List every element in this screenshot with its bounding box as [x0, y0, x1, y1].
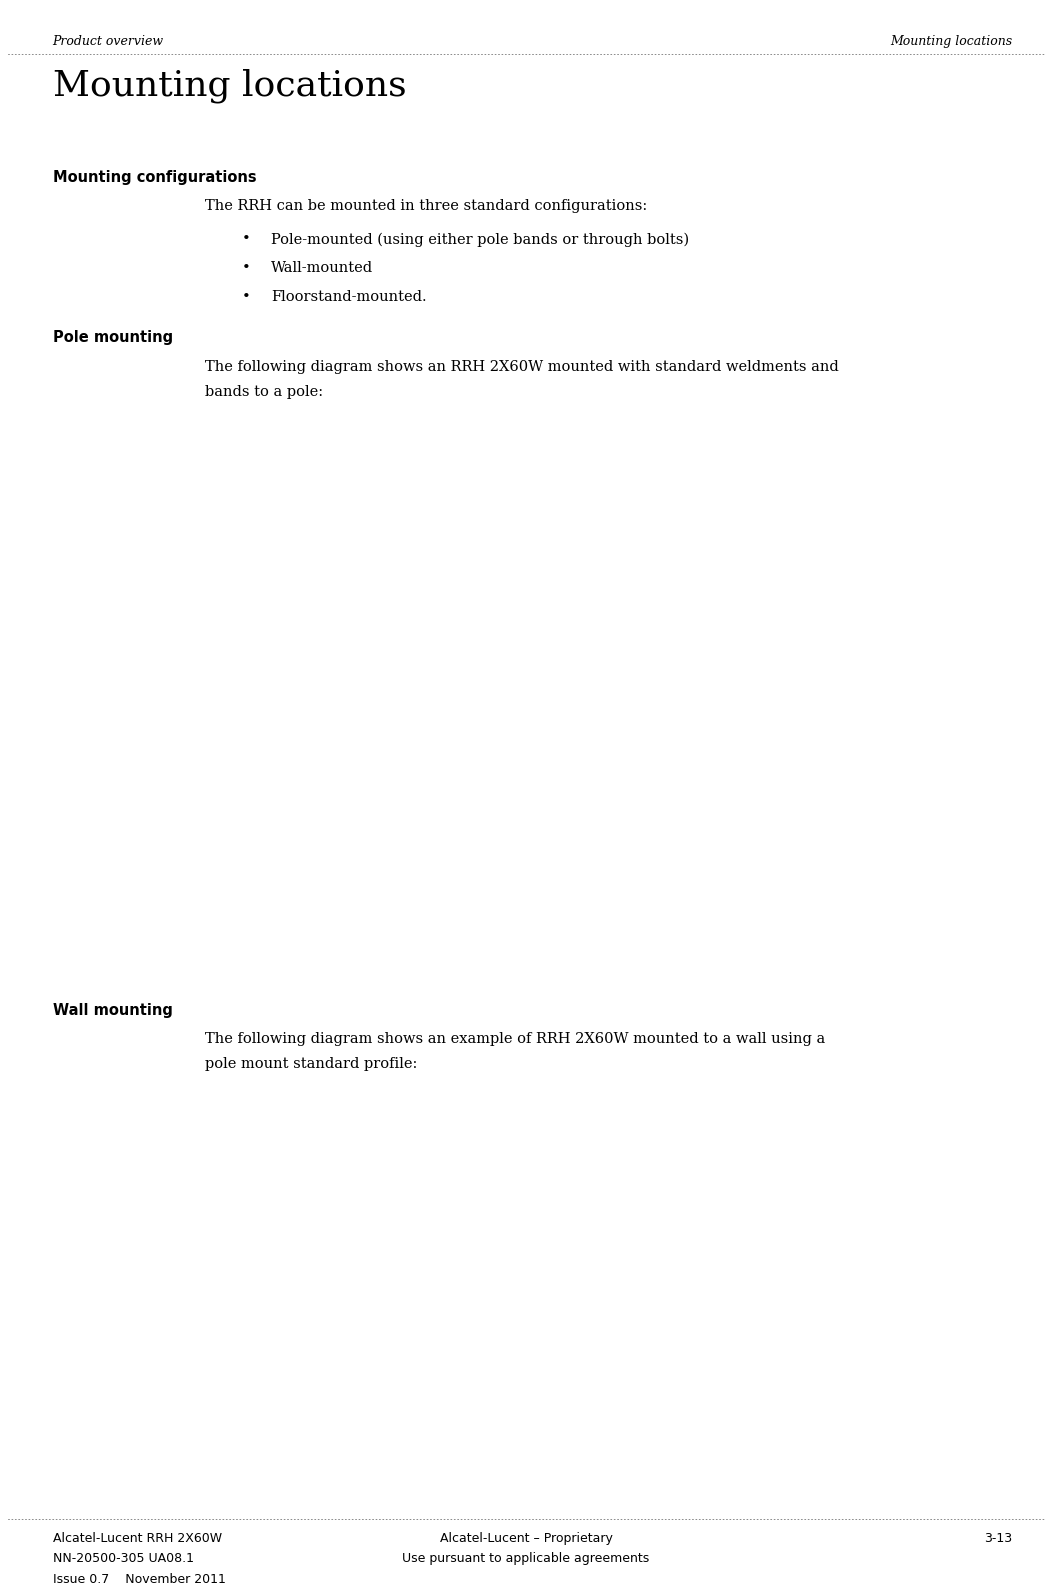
Text: Alcatel-Lucent RRH 2X60W: Alcatel-Lucent RRH 2X60W	[53, 1532, 222, 1544]
Text: bands to a pole:: bands to a pole:	[205, 385, 323, 400]
Text: Issue 0.7    November 2011: Issue 0.7 November 2011	[53, 1573, 225, 1586]
Text: The following diagram shows an RRH 2X60W mounted with standard weldments and: The following diagram shows an RRH 2X60W…	[205, 360, 838, 374]
Text: Pole-mounted (using either pole bands or through bolts): Pole-mounted (using either pole bands or…	[271, 232, 689, 247]
Text: Product overview: Product overview	[53, 35, 164, 48]
Text: Pole mounting: Pole mounting	[53, 330, 173, 344]
Text: The following diagram shows an example of RRH 2X60W mounted to a wall using a: The following diagram shows an example o…	[205, 1032, 826, 1046]
Text: Wall-mounted: Wall-mounted	[271, 261, 373, 275]
Text: •: •	[242, 290, 250, 304]
Text: Mounting locations: Mounting locations	[53, 68, 406, 103]
Text: The RRH can be mounted in three standard configurations:: The RRH can be mounted in three standard…	[205, 199, 647, 213]
Text: Mounting configurations: Mounting configurations	[53, 170, 257, 185]
Text: •: •	[242, 261, 250, 275]
Text: Wall mounting: Wall mounting	[53, 1003, 173, 1017]
Text: Alcatel-Lucent – Proprietary: Alcatel-Lucent – Proprietary	[440, 1532, 612, 1544]
Text: pole mount standard profile:: pole mount standard profile:	[205, 1057, 418, 1071]
Text: Floorstand-mounted.: Floorstand-mounted.	[271, 290, 427, 304]
Text: 3-13: 3-13	[984, 1532, 1012, 1544]
Text: NN-20500-305 UA08.1: NN-20500-305 UA08.1	[53, 1552, 194, 1565]
Text: Use pursuant to applicable agreements: Use pursuant to applicable agreements	[402, 1552, 650, 1565]
Text: •: •	[242, 232, 250, 247]
Text: Mounting locations: Mounting locations	[890, 35, 1012, 48]
